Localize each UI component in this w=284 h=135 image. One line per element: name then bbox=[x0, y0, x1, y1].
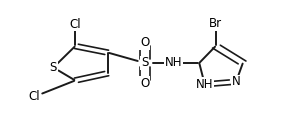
Text: NH: NH bbox=[165, 56, 182, 70]
Text: O: O bbox=[140, 36, 149, 49]
Text: S: S bbox=[141, 56, 149, 70]
Text: N: N bbox=[232, 75, 241, 88]
Text: S: S bbox=[50, 61, 57, 74]
Text: O: O bbox=[140, 77, 149, 90]
Text: Br: Br bbox=[209, 17, 222, 30]
Text: NH: NH bbox=[196, 78, 214, 91]
Text: Cl: Cl bbox=[69, 18, 81, 31]
Text: Cl: Cl bbox=[28, 90, 40, 103]
